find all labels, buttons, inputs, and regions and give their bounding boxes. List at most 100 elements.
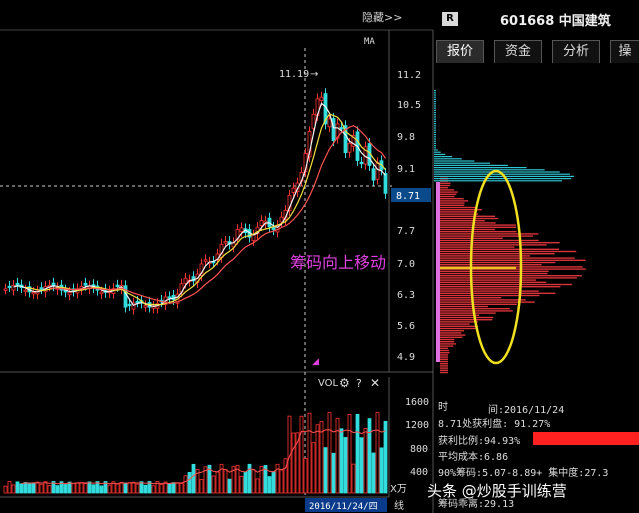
volume-bar xyxy=(31,482,36,494)
volume-bar xyxy=(47,485,52,494)
volume-bar xyxy=(59,481,64,494)
candle-body xyxy=(99,291,104,295)
volume-bar xyxy=(19,483,24,494)
date-box-label: 2016/11/24/四 xyxy=(309,502,378,512)
volume-bar xyxy=(279,469,284,494)
candle-body xyxy=(291,187,296,193)
volume-bar xyxy=(311,442,316,494)
price-tick: 7.7 xyxy=(397,226,415,237)
volume-bar xyxy=(23,482,28,494)
chip-bar xyxy=(440,349,449,352)
chip-bar xyxy=(440,204,465,206)
chip-bar-recent xyxy=(434,90,436,92)
chip-bar xyxy=(440,343,456,345)
volume-bar xyxy=(191,463,196,494)
volume-bar xyxy=(143,484,148,494)
chip-bar-recent xyxy=(434,138,436,140)
chip-bar xyxy=(440,187,449,189)
candle-body xyxy=(3,288,8,291)
volume-bar xyxy=(187,471,192,494)
info-chip90: 90%筹码:5.07-8.89+ 集中度:27.3 xyxy=(438,468,609,479)
peak-arrow-icon: → xyxy=(310,69,318,80)
settings-gear-icon[interactable]: ⚙ xyxy=(339,376,350,390)
tab-operation[interactable]: 操 xyxy=(610,40,639,63)
volume-bar xyxy=(163,481,168,494)
chip-bar-recent xyxy=(434,101,436,103)
candle-body xyxy=(83,282,88,286)
volume-bar xyxy=(183,475,188,494)
chip-bar xyxy=(440,286,561,288)
tab-quote[interactable]: 报价 xyxy=(436,40,484,63)
chip-bar xyxy=(440,292,556,294)
volume-bar xyxy=(287,415,292,494)
chip-bar xyxy=(440,255,530,257)
chip-bar xyxy=(440,356,448,358)
candle-body xyxy=(359,161,364,165)
watermark: 头条 @炒股手训练营 xyxy=(427,482,567,500)
chip-bar xyxy=(440,352,450,354)
volume-bar xyxy=(7,481,12,494)
candle-body xyxy=(343,125,348,154)
candle-body xyxy=(371,168,376,181)
volume-bar xyxy=(147,481,152,494)
chip-bar xyxy=(440,242,560,244)
hide-toggle-button[interactable]: 隐藏>> xyxy=(362,11,403,24)
volume-bar xyxy=(351,463,356,494)
chip-bar xyxy=(440,250,577,253)
candle-body xyxy=(35,290,40,295)
volume-bar xyxy=(99,485,104,494)
chip-bar xyxy=(440,332,462,334)
candle-body xyxy=(135,300,140,304)
chip-bar-recent xyxy=(434,98,436,100)
tab-analysis[interactable]: 分析 xyxy=(552,40,600,63)
help-icon[interactable]: ? xyxy=(356,377,362,390)
volume-bar xyxy=(299,415,304,494)
volume-bar xyxy=(327,412,332,494)
chip-bar xyxy=(440,217,499,220)
chip-bar xyxy=(440,257,575,259)
candle-body xyxy=(39,287,44,290)
tab-funds[interactable]: 资金 xyxy=(494,40,542,63)
chip-bar xyxy=(440,226,517,228)
volume-bar xyxy=(167,483,172,494)
volume-bar xyxy=(35,481,40,494)
close-icon[interactable]: ✕ xyxy=(370,376,380,390)
chip-bar-recent xyxy=(434,160,475,162)
candle-body xyxy=(319,96,324,102)
volume-bar xyxy=(111,481,116,494)
volume-bar xyxy=(123,482,128,494)
chip-bar-recent xyxy=(434,131,436,133)
volume-ma-line xyxy=(21,429,386,485)
ma-line-slow xyxy=(49,125,386,305)
volume-bar xyxy=(55,485,60,494)
chip-bar xyxy=(440,327,476,330)
volume-label: VOL xyxy=(318,378,339,389)
volume-bar xyxy=(231,466,236,494)
chip-bar xyxy=(440,323,470,325)
chip-bar-recent xyxy=(434,129,436,131)
chip-bar xyxy=(440,220,485,222)
chip-bar-recent xyxy=(434,145,436,147)
chip-bar xyxy=(440,360,448,363)
candlestick-series xyxy=(3,88,388,315)
chip-bar xyxy=(440,341,455,343)
chip-bar xyxy=(440,248,560,250)
info-profit-disk: 8.71处获利盘: 91.27% xyxy=(438,419,551,430)
volume-bar xyxy=(83,483,88,494)
volume-bar xyxy=(139,481,144,494)
volume-bar xyxy=(15,481,20,494)
chip-bar-recent xyxy=(434,149,438,151)
chip-bar xyxy=(440,233,539,235)
chip-bar xyxy=(440,191,458,193)
chip-bar xyxy=(440,347,448,349)
chip-bar-recent xyxy=(434,107,436,109)
volume-bar xyxy=(251,469,256,494)
chip-bar xyxy=(440,209,482,211)
chip-bar-recent xyxy=(434,103,436,105)
candle-body xyxy=(143,305,148,308)
chip-bar xyxy=(440,338,455,341)
chip-bar xyxy=(440,334,466,336)
candle-body xyxy=(331,118,336,141)
volume-bar xyxy=(115,483,120,494)
chip-shift-annotation: 筹码向上移动 xyxy=(290,253,387,272)
